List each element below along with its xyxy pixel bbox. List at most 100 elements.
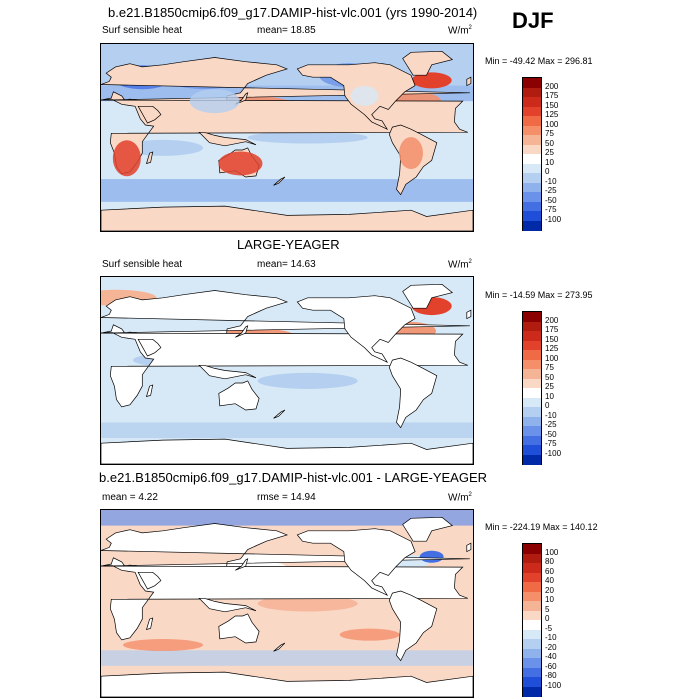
- land-arabia: [137, 338, 162, 357]
- land-indonesia: [198, 364, 257, 380]
- field-anomaly: [189, 89, 240, 114]
- panel3-mean-label: mean = 4.22: [102, 492, 158, 503]
- colorbar-swatch: [523, 135, 541, 145]
- panel1-minmax: Min = -49.42 Max = 296.81: [485, 56, 593, 66]
- colorbar-box: [522, 311, 542, 465]
- colorbar-tick-label: -10: [545, 410, 557, 420]
- field-anomaly: [419, 550, 444, 563]
- colorbar-tick-label: 60: [545, 566, 554, 576]
- land-madagascar: [145, 151, 154, 165]
- colorbar-tick-label: 100: [545, 547, 559, 557]
- colorbar-swatch: [523, 192, 541, 202]
- colorbar-tick-label: 0: [545, 401, 550, 410]
- colorbar-swatch: [523, 639, 541, 649]
- colorbar-tick-label: -40: [545, 652, 557, 661]
- land-antarctica: [101, 438, 473, 464]
- colorbar-swatch: [523, 378, 541, 389]
- land-namerica: [296, 528, 416, 597]
- colorbar-swatch: [523, 667, 541, 678]
- colorbar-swatch: [523, 182, 541, 193]
- colorbar-swatch: [523, 544, 541, 554]
- map-svg: [101, 44, 473, 231]
- colorbar-tick-label: 75: [545, 129, 554, 138]
- field-anomaly: [411, 72, 452, 89]
- colorbar-swatch: [523, 591, 541, 602]
- land-namerica: [296, 295, 416, 364]
- colorbar-tick-label: -50: [545, 429, 557, 439]
- colorbar-tick-label: -10: [545, 176, 557, 186]
- land-samerica: [388, 357, 438, 429]
- colorbar-swatch: [523, 359, 541, 370]
- colorbar-swatch: [523, 125, 541, 136]
- colorbar-tick-label: 20: [545, 585, 554, 595]
- field-band: [101, 510, 473, 526]
- land-madagascar: [145, 384, 154, 398]
- land-nz: [273, 176, 286, 186]
- colorbar-swatch: [523, 686, 541, 697]
- colorbar-tick-label: 0: [545, 614, 550, 623]
- colorbar-tick-label: -75: [545, 439, 557, 448]
- land-arabia: [137, 105, 162, 124]
- land-antarctica: [101, 671, 473, 697]
- colorbar-tick-label: -100: [545, 214, 562, 224]
- colorbar-swatch: [523, 144, 541, 155]
- colorbar-tick-label: -10: [545, 633, 557, 642]
- field-band: [101, 179, 473, 202]
- colorbar-swatch: [523, 397, 541, 408]
- map-svg: [101, 510, 473, 697]
- land-uk: [466, 76, 472, 87]
- field-anomaly: [218, 151, 263, 176]
- colorbar-swatch: [523, 201, 541, 212]
- colorbar-swatch: [523, 87, 541, 98]
- colorbar-tick-label: 100: [545, 119, 559, 129]
- land-greenland: [402, 283, 454, 309]
- panel1-variable-label: Surf sensible heat: [102, 25, 183, 36]
- field-anomaly: [257, 595, 358, 612]
- land-africa: [101, 564, 468, 641]
- colorbar-swatch: [523, 445, 541, 455]
- colorbar-swatch: [523, 350, 541, 360]
- field-anomaly: [123, 639, 203, 652]
- colorbar-swatch: [523, 658, 541, 668]
- field-anomaly: [112, 140, 141, 177]
- colorbar-tick-label: 150: [545, 100, 559, 110]
- land-australia: [218, 380, 260, 411]
- colorbar-swatch: [523, 388, 541, 398]
- panel3-colorbar: 100 80 60 40 20 10 5 0 -5 -10 -20 -40 -60 -80 -100: [522, 543, 561, 697]
- colorbar-swatch: [523, 582, 541, 592]
- colorbar-tick-label: -25: [545, 420, 557, 429]
- land-nz: [273, 409, 286, 419]
- land-uk: [466, 542, 472, 553]
- colorbar-tick-label: 10: [545, 157, 554, 167]
- colorbar-swatch: [523, 601, 541, 611]
- colorbar-swatch: [523, 454, 541, 465]
- colorbar-tick-label: 50: [545, 372, 554, 382]
- panel2-variable-label: Surf sensible heat: [102, 259, 183, 270]
- colorbar-tick-label: 5: [545, 604, 550, 614]
- colorbar-tick-label: 175: [545, 91, 559, 100]
- colorbar-tick-label: 100: [545, 353, 559, 363]
- panel3-map: [100, 509, 474, 698]
- map-svg: [101, 277, 473, 464]
- colorbar-tick-label: -5: [545, 623, 553, 633]
- panel1-mean-label: mean= 18.85: [257, 25, 316, 36]
- field-anomaly: [399, 137, 423, 170]
- land-indonesia: [198, 597, 257, 613]
- colorbar-swatch: [523, 435, 541, 446]
- field-anomaly: [257, 372, 358, 389]
- colorbar-tick-label: -100: [545, 448, 562, 458]
- colorbar-tick-label: 25: [545, 382, 554, 391]
- land-australia: [218, 613, 260, 644]
- land-africa: [101, 331, 468, 408]
- colorbar-swatch: [523, 572, 541, 583]
- colorbar-swatch: [523, 106, 541, 117]
- colorbar-tick-label: 150: [545, 334, 559, 344]
- colorbar-tick-label: -60: [545, 661, 557, 671]
- panel1-colorbar: 200 175 150 125 100 75 50 25 10 0 -10 -25 -50 -75 -100: [522, 77, 561, 231]
- land-nz: [273, 642, 286, 652]
- colorbar-tick-label: 80: [545, 557, 554, 566]
- land-japan: [235, 558, 249, 571]
- colorbar-tick-label: 125: [545, 110, 559, 119]
- colorbar-tick-label: 50: [545, 138, 554, 148]
- colorbar-swatch: [523, 416, 541, 427]
